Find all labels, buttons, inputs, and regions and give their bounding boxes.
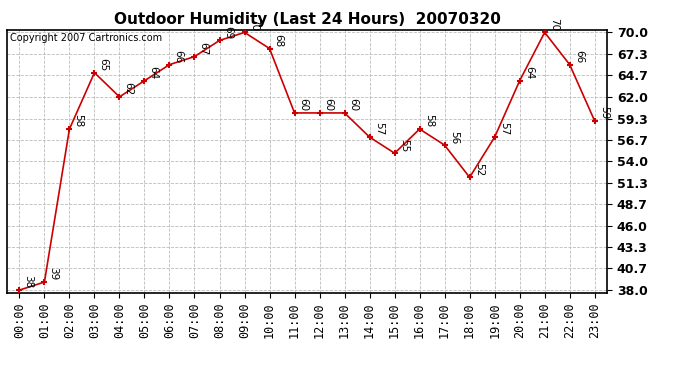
Text: 68: 68 <box>274 34 284 47</box>
Title: Outdoor Humidity (Last 24 Hours)  20070320: Outdoor Humidity (Last 24 Hours) 2007032… <box>114 12 500 27</box>
Text: 60: 60 <box>348 98 359 111</box>
Text: 52: 52 <box>474 163 484 176</box>
Text: 55: 55 <box>399 138 408 152</box>
Text: 66: 66 <box>174 50 184 63</box>
Text: 57: 57 <box>499 123 509 136</box>
Text: 62: 62 <box>124 82 134 96</box>
Text: 59: 59 <box>599 106 609 120</box>
Text: 60: 60 <box>324 98 334 111</box>
Text: 67: 67 <box>199 42 208 55</box>
Text: Copyright 2007 Cartronics.com: Copyright 2007 Cartronics.com <box>10 33 162 43</box>
Text: 64: 64 <box>148 66 159 80</box>
Text: 38: 38 <box>23 276 34 289</box>
Text: 58: 58 <box>424 114 434 128</box>
Text: 58: 58 <box>74 114 83 128</box>
Text: 64: 64 <box>524 66 534 80</box>
Text: 57: 57 <box>374 123 384 136</box>
Text: 39: 39 <box>48 267 59 280</box>
Text: 69: 69 <box>224 26 234 39</box>
Text: 56: 56 <box>448 130 459 144</box>
Text: 70: 70 <box>248 18 259 31</box>
Text: 65: 65 <box>99 58 108 71</box>
Text: 70: 70 <box>549 18 559 31</box>
Text: 66: 66 <box>574 50 584 63</box>
Text: 60: 60 <box>299 98 308 111</box>
